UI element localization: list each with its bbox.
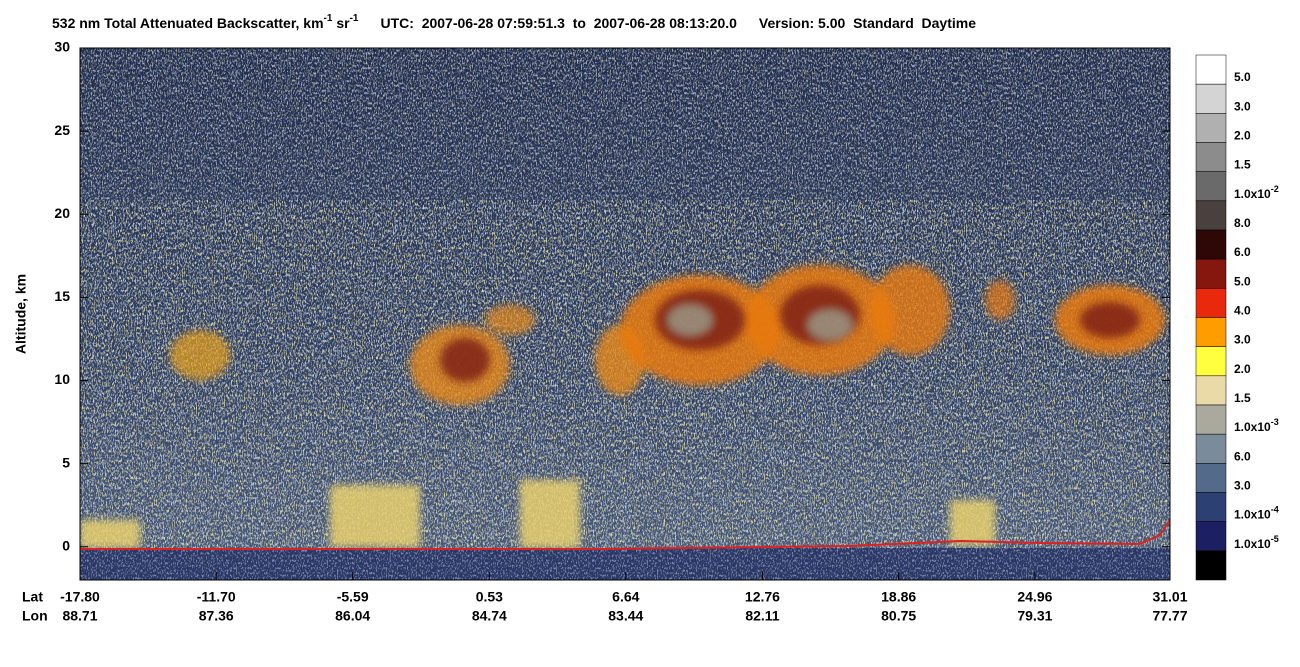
colorbar-label-text: 4.0 [1234, 304, 1251, 318]
colorbar-label-text: 6.0 [1234, 245, 1251, 259]
colorbar-swatch [1195, 229, 1227, 260]
colorbar-label-text: 8.0 [1234, 216, 1251, 230]
colorbar-swatch [1195, 200, 1227, 231]
lon-label: 82.11 [745, 608, 779, 624]
lon-label: 80.75 [881, 608, 916, 624]
colorbar-label-exponent: -2 [1271, 184, 1279, 194]
colorbar-label: 2.0 [1234, 362, 1251, 376]
colorbar-label-exponent: -4 [1271, 505, 1279, 515]
y-tick-label: 0 [62, 537, 70, 553]
colorbar-swatch [1195, 171, 1227, 202]
colorbar-label: 1.5 [1234, 391, 1251, 405]
colorbar-swatch [1195, 83, 1227, 114]
y-tick-label: 5 [62, 454, 70, 470]
colorbar-label: 6.0 [1234, 245, 1251, 259]
colorbar-label-text: 1.5 [1234, 158, 1251, 172]
colorbar-label: 1.0x10-5 [1234, 534, 1279, 551]
colorbar-label: 6.0 [1234, 450, 1251, 464]
colorbar-swatch [1195, 346, 1227, 377]
colorbar-label: 3.0 [1234, 479, 1251, 493]
colorbar-label-exponent: -3 [1271, 418, 1279, 428]
colorbar-swatch [1195, 404, 1227, 435]
colorbar-label-text: 6.0 [1234, 450, 1251, 464]
x-tick-label: -17.80 [60, 589, 100, 605]
colorbar-label: 1.5 [1234, 158, 1251, 172]
colorbar-label-text: 2.0 [1234, 129, 1251, 143]
lon-label: 88.71 [62, 608, 97, 624]
plot-frame [79, 47, 1171, 581]
colorbar-swatch [1195, 142, 1227, 172]
y-tick-label: 20 [54, 205, 70, 221]
x-row-name: Lat [22, 589, 43, 605]
colorbar-label: 8.0 [1234, 216, 1251, 230]
x-tick-label: 18.86 [881, 589, 916, 605]
colorbar-label-text: 5.0 [1234, 70, 1251, 84]
colorbar-swatch [1195, 317, 1227, 347]
colorbar-swatch [1195, 54, 1227, 85]
colorbar-swatch [1195, 463, 1227, 493]
version: Version: 5.00 Standard Daytime [759, 15, 976, 31]
colorbar-swatch [1195, 258, 1227, 289]
lon-label: 84.74 [472, 608, 507, 624]
colorbar-swatch [1195, 113, 1227, 143]
colorbar-label-text: 1.0x10 [1234, 537, 1271, 551]
colorbar-label-text: 5.0 [1234, 275, 1251, 289]
title-part: 532 nm Total Attenuated Backscatter, km [52, 15, 324, 31]
title-superscript: -1 [350, 13, 359, 24]
y-tick-label: 25 [54, 122, 70, 138]
colorbar-label-text: 1.0x10 [1234, 508, 1271, 522]
colorbar-label: 5.0 [1234, 70, 1251, 84]
y-tick-label: 30 [54, 39, 70, 55]
chart-title: 532 nm Total Attenuated Backscatter, km-… [52, 13, 976, 31]
y-axis-title: Altitude, km [13, 274, 29, 354]
colorbar-label: 2.0 [1234, 129, 1251, 143]
x-row-name: Lon [22, 608, 48, 624]
colorbar-label-text: 3.0 [1234, 479, 1251, 493]
colorbar-swatch [1195, 433, 1227, 464]
colorbar-swatch [1195, 550, 1227, 581]
x-tick-label: 6.64 [612, 589, 639, 605]
heatmap-image [80, 48, 1170, 580]
x-tick-label: 0.53 [476, 589, 503, 605]
title-part: sr [332, 15, 350, 31]
lon-label: 77.77 [1152, 608, 1187, 624]
x-tick-label: -11.70 [197, 589, 236, 605]
colorbar-swatch [1195, 492, 1227, 522]
colorbar-label: 1.0x10-3 [1234, 418, 1279, 435]
colorbar-swatch [1195, 521, 1227, 552]
colorbar-label-text: 2.0 [1234, 362, 1251, 376]
colorbar-label-text: 1.5 [1234, 391, 1251, 405]
colorbar-label: 1.0x10-2 [1234, 184, 1279, 201]
x-tick-label: 12.76 [745, 589, 780, 605]
x-tick-label: 24.96 [1017, 589, 1052, 605]
colorbar-label-text: 3.0 [1234, 100, 1251, 114]
lon-label: 86.04 [335, 608, 370, 624]
colorbar-label: 3.0 [1234, 333, 1251, 347]
colorbar-swatch [1195, 375, 1227, 406]
lon-label: 83.44 [608, 608, 643, 624]
colorbar-swatch [1195, 288, 1227, 318]
colorbar-label-text: 1.0x10 [1234, 187, 1271, 201]
lon-label: 79.31 [1017, 608, 1052, 624]
lon-label: 87.36 [199, 608, 234, 624]
title-superscript: -1 [324, 13, 333, 24]
colorbar-label: 1.0x10-4 [1234, 505, 1279, 522]
colorbar-label: 3.0 [1234, 100, 1251, 114]
x-tick-label: 31.01 [1152, 589, 1187, 605]
colorbar-label: 5.0 [1234, 275, 1251, 289]
colorbar-label-exponent: -5 [1271, 534, 1279, 544]
y-tick-label: 10 [54, 371, 70, 387]
colorbar-label: 4.0 [1234, 304, 1251, 318]
colorbar-label-text: 1.0x10 [1234, 420, 1271, 434]
x-tick-label: -5.59 [337, 589, 369, 605]
colorbar-label-text: 3.0 [1234, 333, 1251, 347]
y-tick-label: 15 [54, 288, 70, 304]
subtitle: UTC: 2007-06-28 07:59:51.3 to 2007-06-28… [380, 15, 737, 31]
